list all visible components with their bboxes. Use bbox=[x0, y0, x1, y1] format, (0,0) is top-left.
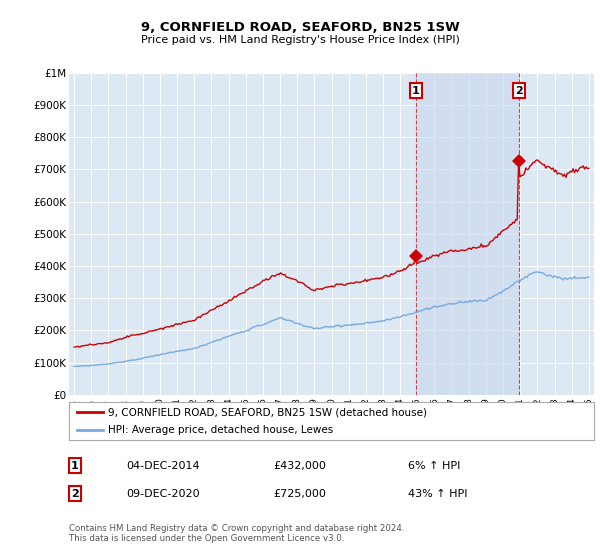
Text: £725,000: £725,000 bbox=[273, 489, 326, 499]
Text: 9, CORNFIELD ROAD, SEAFORD, BN25 1SW: 9, CORNFIELD ROAD, SEAFORD, BN25 1SW bbox=[140, 21, 460, 34]
Text: 04-DEC-2014: 04-DEC-2014 bbox=[126, 461, 200, 471]
Text: 2: 2 bbox=[515, 86, 523, 96]
Text: 6% ↑ HPI: 6% ↑ HPI bbox=[408, 461, 460, 471]
Text: Price paid vs. HM Land Registry's House Price Index (HPI): Price paid vs. HM Land Registry's House … bbox=[140, 35, 460, 45]
Text: HPI: Average price, detached house, Lewes: HPI: Average price, detached house, Lewe… bbox=[109, 425, 334, 435]
Text: 43% ↑ HPI: 43% ↑ HPI bbox=[408, 489, 467, 499]
Text: Contains HM Land Registry data © Crown copyright and database right 2024.
This d: Contains HM Land Registry data © Crown c… bbox=[69, 524, 404, 543]
Text: 1: 1 bbox=[412, 86, 420, 96]
Text: 2: 2 bbox=[71, 489, 79, 499]
Text: 1: 1 bbox=[71, 461, 79, 471]
Text: 09-DEC-2020: 09-DEC-2020 bbox=[126, 489, 200, 499]
Text: £432,000: £432,000 bbox=[273, 461, 326, 471]
Text: 9, CORNFIELD ROAD, SEAFORD, BN25 1SW (detached house): 9, CORNFIELD ROAD, SEAFORD, BN25 1SW (de… bbox=[109, 407, 427, 417]
Bar bbox=[416, 73, 519, 395]
